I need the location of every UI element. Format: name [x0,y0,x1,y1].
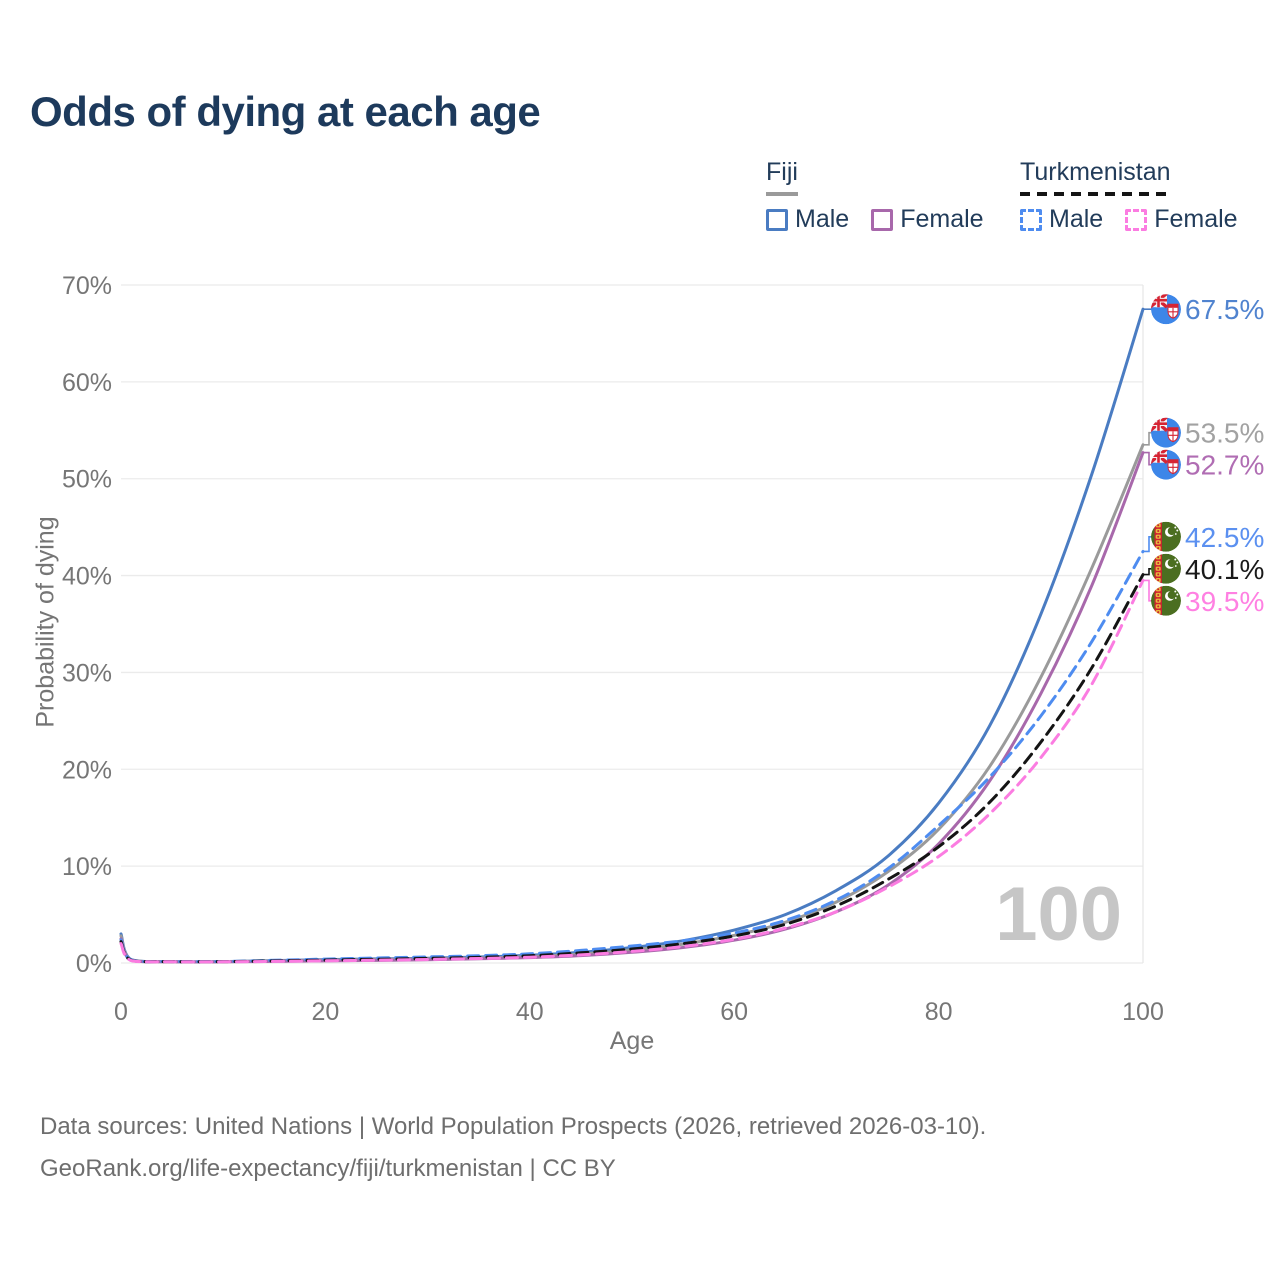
x-tick-label: 20 [311,998,339,1026]
fiji-line-sample [766,192,798,196]
series-line-fiji-male[interactable] [119,307,1145,964]
legend-group-turkmenistan: Turkmenistan Male Female [1020,158,1260,234]
x-tick-label: 0 [114,998,128,1026]
legend-country-fiji-label: Fiji [766,158,798,186]
fiji-flag-icon [1151,417,1181,448]
legend-country-turkmenistan-label: Turkmenistan [1020,158,1171,186]
x-tick-label: 80 [925,998,953,1026]
series-line-turkmenistan-female[interactable] [119,578,1145,964]
turkmenistan-flag-icon [1151,585,1181,616]
legend-group-fiji: Fiji Male Female [766,158,1006,234]
legend-item-fiji-male[interactable]: Male [766,205,849,234]
footer: Data sources: United Nations | World Pop… [40,1106,986,1190]
x-tick-label: 60 [720,998,748,1026]
turkmenistan-flag-icon [1151,553,1181,584]
fiji-flag-icon [1151,449,1181,480]
legend-item-label: Male [795,205,850,233]
fiji-female-swatch-icon [871,208,894,231]
y-tick-label: 40% [62,563,112,591]
end-value-label-fiji-both-sexes: 53.5% [1185,418,1264,449]
end-value-label-fiji-male: 67.5% [1185,294,1264,325]
page-title: Odds of dying at each age [30,88,541,135]
x-tick-label: 100 [1122,998,1164,1026]
y-tick-label: 70% [62,272,112,300]
y-tick-label: 30% [62,659,112,687]
legend-item-turkmenistan-male[interactable]: Male [1020,205,1103,234]
fiji-male-swatch-icon [766,208,788,231]
series-line-turkmenistan-male[interactable] [119,549,1145,964]
legend-item-label: Female [900,205,984,233]
x-tick-label: 40 [516,998,544,1026]
legend-country-fiji[interactable]: Fiji [766,158,798,196]
y-axis-title: Probability of dying [31,516,60,728]
turkmenistan-male-swatch-icon [1020,208,1042,231]
end-value-label-turkmenistan-female: 39.5% [1185,586,1264,617]
end-value-label-fiji-female: 52.7% [1185,450,1264,481]
y-tick-label: 0% [76,950,112,978]
legend-country-turkmenistan[interactable]: Turkmenistan [1020,158,1171,196]
turkmenistan-female-swatch-icon [1125,208,1148,231]
turkmenistan-line-sample [1020,192,1171,196]
legend-item-label: Female [1154,205,1238,233]
legend-item-fiji-female[interactable]: Female [871,205,984,234]
age-watermark: 100 [995,872,1122,957]
y-tick-label: 10% [62,853,112,881]
y-tick-label: 60% [62,369,112,397]
end-value-label-turkmenistan-both-sexes: 40.1% [1185,554,1264,585]
y-tick-label: 20% [62,756,112,784]
turkmenistan-flag-icon [1151,521,1181,552]
y-tick-label: 50% [62,466,112,494]
legend-item-turkmenistan-female[interactable]: Female [1125,205,1238,234]
series-line-fiji-both-sexes[interactable] [119,443,1145,964]
series-line-fiji-female[interactable] [119,451,1145,964]
fiji-flag-icon [1151,294,1181,325]
legend-item-label: Male [1049,205,1104,233]
footer-line-1: Data sources: United Nations | World Pop… [40,1113,987,1140]
end-value-label-turkmenistan-male: 42.5% [1185,522,1264,553]
x-axis-title: Age [610,1027,654,1055]
footer-line-2: GeoRank.org/life-expectancy/fiji/turkmen… [40,1155,616,1182]
